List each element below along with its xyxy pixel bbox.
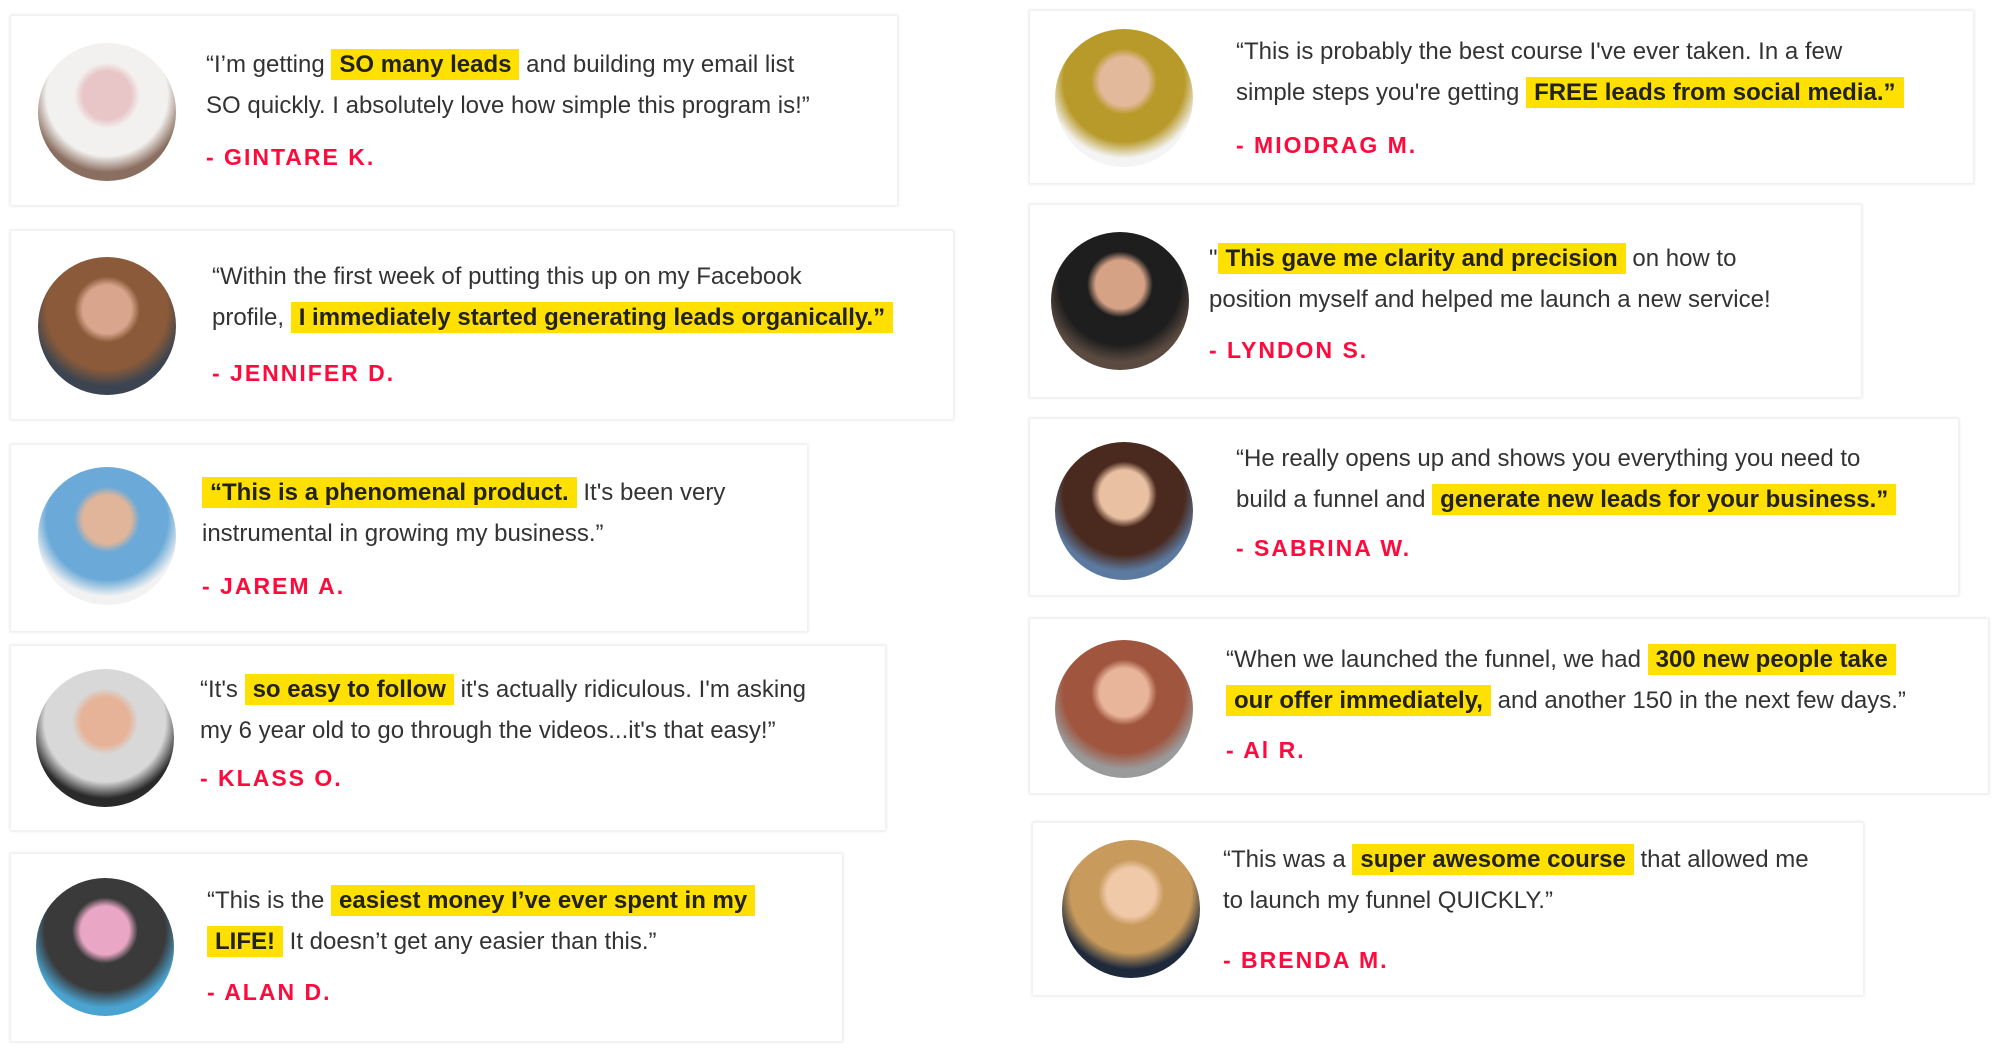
- avatar: [38, 257, 176, 395]
- quote-text: position myself and helped me launch a n…: [1209, 286, 1771, 313]
- quote-text: SO quickly. I absolutely love how simple…: [206, 92, 810, 119]
- quote-line: “I’m getting SO many leads and building …: [206, 44, 810, 85]
- highlighted-text: easiest money I’ve ever spent in my: [331, 885, 756, 916]
- testimonial-quote: " This gave me clarity and precision on h…: [1209, 238, 1771, 320]
- testimonial-quote: “It's so easy to follow it's actually ri…: [200, 669, 806, 751]
- testimonial-quote: “When we launched the funnel, we had 300…: [1226, 639, 1906, 721]
- quote-text: It's been very: [576, 479, 726, 506]
- highlighted-text: generate new leads for your business.”: [1432, 484, 1897, 515]
- quote-line: position myself and helped me launch a n…: [1209, 279, 1771, 320]
- testimonial-quote: “This was a super awesome course that al…: [1223, 839, 1809, 921]
- testimonial-author: - SABRINA W.: [1236, 535, 1412, 561]
- highlighted-text: “This is a phenomenal product.: [202, 477, 577, 508]
- highlighted-text: our offer immediately,: [1226, 685, 1491, 716]
- quote-text: and another 150 in the next few days.”: [1490, 687, 1906, 714]
- testimonial-quote: “He really opens up and shows you everyt…: [1236, 438, 1897, 520]
- quote-line: “This is probably the best course I've e…: [1236, 31, 1904, 72]
- quote-text: “This is the: [207, 887, 332, 914]
- quote-line: “This is the easiest money I’ve ever spe…: [207, 880, 756, 921]
- quote-text: simple steps you're getting: [1236, 79, 1527, 106]
- avatar: [1055, 442, 1193, 580]
- highlighted-text: FREE leads from social media.”: [1526, 77, 1904, 108]
- quote-text: build a funnel and: [1236, 486, 1433, 513]
- avatar: [36, 878, 174, 1016]
- quote-text: to launch my funnel QUICKLY.”: [1223, 887, 1553, 914]
- quote-text: “This was a: [1223, 846, 1353, 873]
- quote-line: my 6 year old to go through the videos..…: [200, 710, 806, 751]
- quote-line: instrumental in growing my business.”: [202, 513, 725, 554]
- testimonial-author: - KLASS O.: [200, 765, 343, 791]
- testimonial-quote: “I’m getting SO many leads and building …: [206, 44, 810, 126]
- quote-text: ": [1209, 245, 1218, 272]
- quote-text: profile,: [212, 304, 291, 331]
- highlighted-text: super awesome course: [1352, 844, 1634, 875]
- quote-line: build a funnel and generate new leads fo…: [1236, 479, 1897, 520]
- quote-text: my 6 year old to go through the videos..…: [200, 717, 776, 744]
- quote-text: It doesn’t get any easier than this.”: [283, 928, 657, 955]
- testimonial-quote: “This is the easiest money I’ve ever spe…: [207, 880, 756, 962]
- quote-line: " This gave me clarity and precision on h…: [1209, 238, 1771, 279]
- quote-text: “Within the first week of putting this u…: [212, 263, 802, 290]
- testimonial-author: - BRENDA M.: [1223, 947, 1389, 973]
- testimonial-author: - JENNIFER D.: [212, 360, 396, 386]
- quote-line: profile, I immediately started generatin…: [212, 297, 894, 338]
- testimonial-quote: “This is probably the best course I've e…: [1236, 31, 1904, 113]
- avatar: [38, 43, 176, 181]
- quote-line: LIFE! It doesn’t get any easier than thi…: [207, 921, 755, 962]
- highlighted-text: 300 new people take: [1647, 644, 1896, 675]
- testimonial-author: - ALAN D.: [207, 979, 332, 1005]
- quote-text: on how to: [1625, 245, 1737, 272]
- testimonial-author: - MIODRAG M.: [1236, 132, 1418, 158]
- highlighted-text: SO many leads: [331, 49, 520, 80]
- quote-text: it's actually ridiculous. I'm asking: [453, 676, 806, 703]
- avatar: [36, 669, 174, 807]
- quote-line: “It's so easy to follow it's actually ri…: [200, 669, 806, 710]
- quote-text: and building my email list: [519, 51, 795, 78]
- quote-text: that allowed me: [1633, 846, 1809, 873]
- testimonial-author: - GINTARE K.: [206, 144, 376, 170]
- avatar: [1062, 840, 1200, 978]
- quote-line: our offer immediately, and another 150 i…: [1226, 680, 1906, 721]
- avatar: [38, 467, 176, 605]
- quote-line: “This was a super awesome course that al…: [1223, 839, 1809, 880]
- quote-text: instrumental in growing my business.”: [202, 520, 604, 547]
- quote-line: “He really opens up and shows you everyt…: [1236, 438, 1896, 479]
- testimonial-quote: “This is a phenomenal product. It's been…: [202, 472, 725, 554]
- quote-text: “I’m getting: [206, 51, 332, 78]
- testimonial-quote: “Within the first week of putting this u…: [212, 256, 894, 338]
- quote-text: “He really opens up and shows you everyt…: [1236, 445, 1861, 472]
- quote-line: to launch my funnel QUICKLY.”: [1223, 880, 1809, 921]
- testimonial-author: - JAREM A.: [202, 573, 346, 599]
- quote-text: “This is probably the best course I've e…: [1236, 38, 1843, 65]
- quote-line: simple steps you're getting FREE leads f…: [1236, 72, 1904, 113]
- quote-text: “It's: [200, 676, 245, 703]
- quote-text: “When we launched the funnel, we had: [1226, 646, 1648, 673]
- highlighted-text: This gave me clarity and precision: [1217, 243, 1626, 274]
- testimonial-author: - Al R.: [1226, 737, 1306, 763]
- quote-line: “When we launched the funnel, we had 300…: [1226, 639, 1906, 680]
- highlighted-text: I immediately started generating leads o…: [290, 302, 894, 333]
- quote-line: “Within the first week of putting this u…: [212, 256, 893, 297]
- avatar: [1051, 232, 1189, 370]
- testimonial-author: - LYNDON S.: [1209, 337, 1369, 363]
- avatar: [1055, 640, 1193, 778]
- quote-line: SO quickly. I absolutely love how simple…: [206, 85, 810, 126]
- avatar: [1055, 29, 1193, 167]
- quote-line: “This is a phenomenal product. It's been…: [202, 472, 725, 513]
- highlighted-text: so easy to follow: [244, 674, 454, 705]
- highlighted-text: LIFE!: [207, 926, 283, 957]
